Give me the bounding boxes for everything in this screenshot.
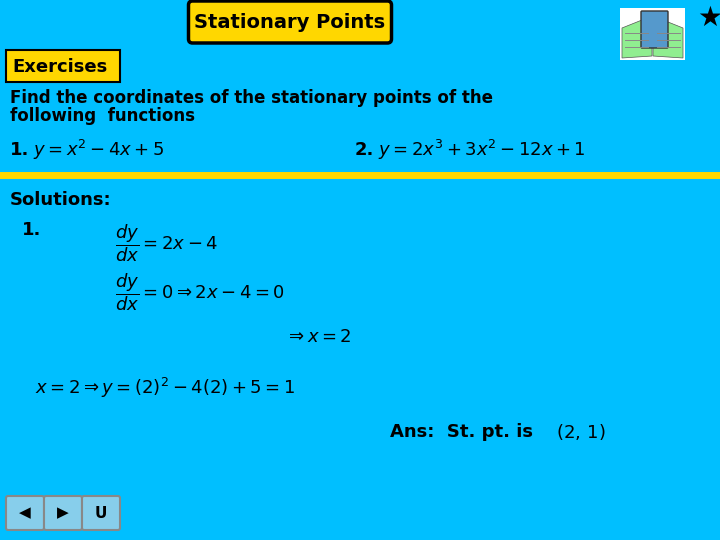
Text: 1.: 1. bbox=[10, 141, 30, 159]
FancyBboxPatch shape bbox=[44, 496, 82, 530]
Text: 2.: 2. bbox=[355, 141, 374, 159]
Text: Stationary Points: Stationary Points bbox=[194, 14, 386, 32]
FancyBboxPatch shape bbox=[641, 11, 668, 48]
Text: $\dfrac{dy}{dx} = 2x - 4$: $\dfrac{dy}{dx} = 2x - 4$ bbox=[115, 222, 218, 264]
Text: $\Rightarrow x = 2$: $\Rightarrow x = 2$ bbox=[285, 328, 351, 346]
Text: U: U bbox=[95, 505, 107, 521]
Text: $\dfrac{dy}{dx} = 0 \Rightarrow 2x - 4 = 0$: $\dfrac{dy}{dx} = 0 \Rightarrow 2x - 4 =… bbox=[115, 271, 285, 313]
Text: ★: ★ bbox=[698, 4, 720, 32]
Text: Ans:  St. pt. is: Ans: St. pt. is bbox=[390, 423, 533, 441]
FancyBboxPatch shape bbox=[82, 496, 120, 530]
FancyBboxPatch shape bbox=[620, 8, 685, 60]
Text: ◀: ◀ bbox=[19, 505, 31, 521]
Text: Find the coordinates of the stationary points of the: Find the coordinates of the stationary p… bbox=[10, 89, 493, 107]
FancyBboxPatch shape bbox=[6, 50, 120, 82]
FancyBboxPatch shape bbox=[189, 1, 392, 43]
FancyBboxPatch shape bbox=[6, 496, 44, 530]
Polygon shape bbox=[622, 16, 652, 58]
Text: $y = 2x^{3} + 3x^{2} - 12x + 1$: $y = 2x^{3} + 3x^{2} - 12x + 1$ bbox=[378, 138, 585, 162]
Text: Exercises: Exercises bbox=[12, 58, 107, 76]
Text: $x = 2 \Rightarrow y = (2)^{2} - 4(2) + 5 = 1$: $x = 2 \Rightarrow y = (2)^{2} - 4(2) + … bbox=[35, 376, 295, 400]
Text: ▶: ▶ bbox=[57, 505, 69, 521]
Polygon shape bbox=[653, 16, 683, 58]
Text: $( 2,\, 1)$: $( 2,\, 1)$ bbox=[556, 422, 606, 442]
Text: following  functions: following functions bbox=[10, 107, 195, 125]
Text: Solutions:: Solutions: bbox=[10, 191, 112, 209]
Text: $y = x^{2} - 4x + 5$: $y = x^{2} - 4x + 5$ bbox=[33, 138, 164, 162]
Text: 1.: 1. bbox=[22, 221, 41, 239]
